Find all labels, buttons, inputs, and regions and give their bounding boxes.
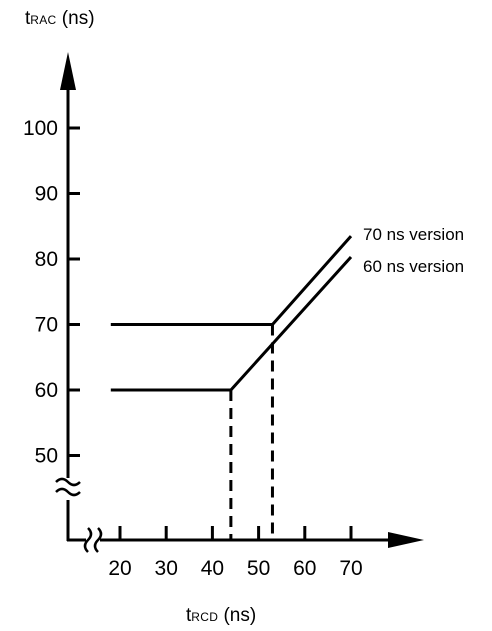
x-tick-label: 70 — [339, 557, 362, 580]
y-tick-label: 80 — [35, 248, 58, 271]
series-label-60ns: 60 ns version — [363, 257, 464, 276]
y-tick-label: 90 — [35, 183, 58, 206]
x-axis-break-mark — [83, 527, 93, 553]
y-axis-break-mark — [55, 477, 81, 487]
x-tick-label: 50 — [247, 557, 270, 580]
x-tick-label: 20 — [108, 557, 131, 580]
series-line-70ns — [110, 235, 353, 326]
y-axis-label-t: t — [25, 8, 31, 29]
y-axis-label: tRAC (ns) — [25, 8, 95, 30]
x-axis-label-t: t — [186, 605, 192, 626]
y-tick-label: 60 — [35, 379, 58, 402]
x-tick-label: 60 — [293, 557, 316, 580]
y-axis-label-subscript: RAC — [30, 13, 57, 27]
x-axis-arrow — [388, 532, 424, 548]
y-tick-label: 100 — [23, 117, 58, 140]
series-line-60ns — [110, 255, 353, 392]
x-axis-label-subscript: RCD — [191, 610, 219, 624]
x-axis-label: tRCD (ns) — [186, 605, 256, 627]
x-axis-break-mark — [93, 527, 103, 553]
y-axis-break-mark — [55, 487, 81, 497]
x-axis-label-unit: (ns) — [218, 605, 257, 626]
x-tick-label: 30 — [155, 557, 178, 580]
series-label-70ns: 70 ns version — [363, 225, 464, 244]
y-axis-arrow — [60, 52, 76, 90]
y-axis-label-unit: (ns) — [56, 8, 95, 29]
x-tick-label: 40 — [201, 557, 224, 580]
y-tick-label: 70 — [35, 314, 58, 337]
y-tick-label: 50 — [35, 445, 58, 468]
